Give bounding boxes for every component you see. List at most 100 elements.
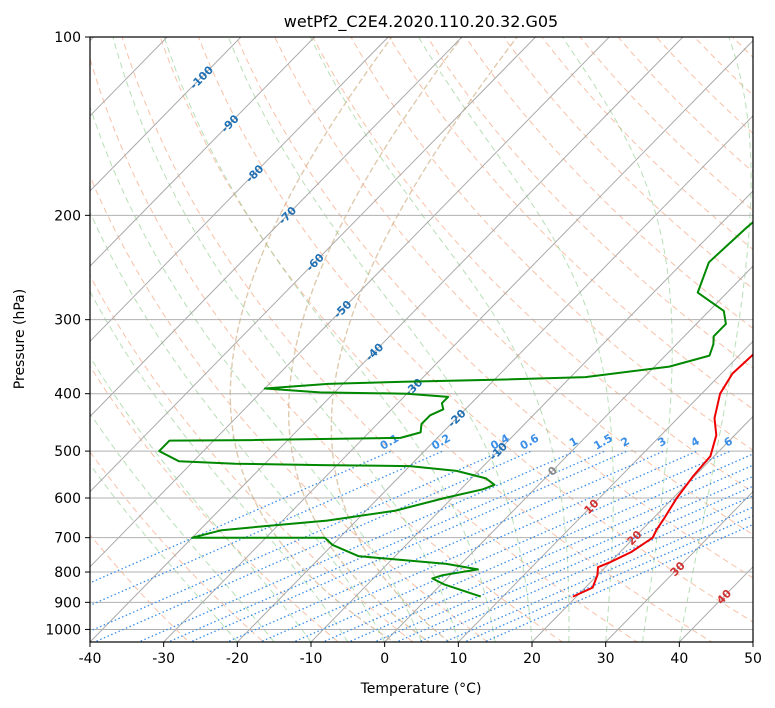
moist-adiabat — [561, 37, 673, 642]
isobar-grid — [90, 37, 753, 630]
dry-adiabat — [465, 37, 753, 330]
moist-adiabat — [227, 37, 533, 642]
x-tick-label: 20 — [523, 651, 541, 667]
dry-adiabat — [90, 365, 340, 642]
mixing-ratio-line — [90, 450, 503, 632]
frost-curve — [330, 37, 518, 642]
moist-adiabats — [90, 37, 752, 642]
moist-adiabat — [309, 37, 570, 642]
dry-adiabat — [426, 37, 753, 370]
x-tick-label: 40 — [670, 651, 688, 667]
sounding-line-1 — [572, 353, 753, 598]
x-tick-label: -20 — [226, 651, 249, 667]
frost-curve — [287, 37, 463, 642]
mixing-ratio-line — [462, 515, 753, 642]
mixing-ratio-line — [225, 450, 665, 642]
y-tick-label: 100 — [54, 30, 81, 46]
dry-adiabat — [90, 274, 414, 642]
skewed-isotherms — [90, 37, 753, 642]
mixing-ratio-line — [372, 475, 753, 642]
x-tick-label: -10 — [300, 651, 323, 667]
moist-adiabat — [90, 105, 422, 642]
isotherm-line — [604, 490, 753, 642]
dry-adiabat — [90, 533, 190, 642]
y-axis-title: Pressure (hPa) — [12, 289, 28, 389]
moist-adiabat — [90, 290, 349, 642]
dry-adiabat — [388, 37, 753, 410]
frost-curve — [229, 37, 396, 642]
isotherm-line — [310, 190, 753, 642]
dry-adiabat — [312, 37, 753, 493]
mixing-ratio-line — [92, 450, 532, 642]
mixing-ratio-line — [90, 450, 444, 607]
isotherm-line — [457, 340, 753, 642]
isotherm-line — [90, 37, 316, 267]
mixing-ratio-line — [395, 485, 753, 642]
y-tick-label: 900 — [54, 595, 81, 611]
mixing-ratio-line — [417, 495, 753, 642]
isotherm-line — [90, 37, 610, 568]
x-tick-label: 10 — [449, 651, 467, 667]
moist-adiabat — [163, 37, 496, 642]
y-tick-label: 400 — [54, 387, 81, 403]
dry-adiabat — [350, 37, 753, 451]
mixing-ratio-line — [166, 450, 606, 642]
y-tick-label: 600 — [54, 491, 81, 507]
y-tick-label: 500 — [54, 444, 81, 460]
dry-adiabat — [197, 37, 753, 623]
x-tick-label: 0 — [380, 651, 389, 667]
x-tick-label: -40 — [79, 651, 102, 667]
x-tick-label: 30 — [597, 651, 615, 667]
chart-title: wetPf2_C2E4.2020.110.20.32.G05 — [284, 12, 558, 32]
mixing-ratio-line — [90, 450, 392, 584]
dry-adiabat — [121, 37, 639, 642]
dry-adiabat — [541, 37, 753, 251]
isotherm-line — [383, 265, 753, 642]
isotherm-line — [236, 115, 753, 642]
plot-frame — [89, 36, 754, 643]
isotherm-line — [90, 37, 684, 642]
moist-adiabat — [90, 412, 275, 642]
moist-adiabat — [90, 463, 238, 642]
sounding-series — [158, 220, 753, 598]
mixing-ratio-line — [347, 464, 753, 642]
dry-adiabat — [617, 37, 753, 173]
sounding-line-2 — [158, 220, 753, 598]
y-tick-label: 800 — [54, 565, 81, 581]
y-tick-label: 700 — [54, 531, 81, 547]
isotherm-line — [90, 37, 537, 493]
mixing-ratio-line — [258, 450, 698, 642]
x-tick-label: -30 — [152, 651, 175, 667]
isotherm-line — [90, 37, 389, 343]
mixing-ratio-line — [188, 450, 628, 642]
isotherm-line — [90, 37, 242, 192]
y-tick-label: 200 — [54, 208, 81, 224]
isotherm-line — [162, 39, 753, 642]
dry-adiabats — [90, 37, 753, 642]
moist-adiabat — [418, 37, 614, 642]
mixing-ratio-line — [442, 506, 753, 642]
moist-adiabat — [90, 210, 386, 642]
isotherm-line — [90, 37, 463, 418]
y-axis: 100 200 300 400 500 600 700 800 900 1000 — [45, 30, 90, 638]
dry-adiabat — [90, 57, 564, 642]
dry-adiabat — [579, 37, 753, 212]
moist-adiabat — [678, 37, 752, 642]
mixing-ratio-line — [482, 523, 753, 642]
dry-adiabat — [236, 37, 753, 579]
mixing-ratio-lines — [90, 450, 753, 642]
isotherm-line — [531, 415, 753, 642]
dry-adiabat — [159, 37, 713, 642]
mixing-ratio-line — [137, 450, 576, 642]
plot-area: 0.10.20.40.611.52346810131620253036 -100… — [90, 37, 753, 642]
y-tick-label: 300 — [54, 313, 81, 329]
x-axis-title: Temperature (°C) — [360, 681, 482, 697]
x-tick-label: 50 — [744, 651, 762, 667]
moist-adiabat — [112, 37, 459, 642]
frost-curves — [229, 37, 518, 642]
mixing-ratio-line — [321, 453, 753, 642]
mixing-ratio-line — [291, 450, 731, 642]
x-axis: -40 -30 -20 -10 0 10 20 30 40 50 — [79, 642, 762, 667]
